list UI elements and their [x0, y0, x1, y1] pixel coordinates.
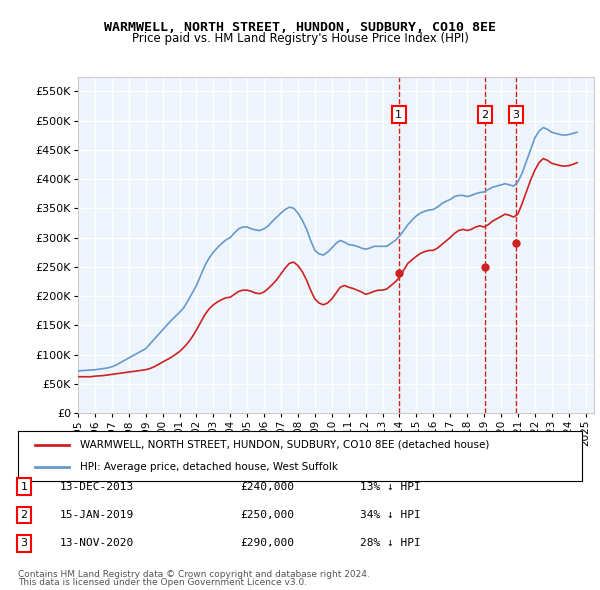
Text: £240,000: £240,000 [240, 482, 294, 491]
Text: £250,000: £250,000 [240, 510, 294, 520]
Text: 28% ↓ HPI: 28% ↓ HPI [360, 539, 421, 548]
Text: 13-DEC-2013: 13-DEC-2013 [60, 482, 134, 491]
Text: WARMWELL, NORTH STREET, HUNDON, SUDBURY, CO10 8EE: WARMWELL, NORTH STREET, HUNDON, SUDBURY,… [104, 21, 496, 34]
Text: Price paid vs. HM Land Registry's House Price Index (HPI): Price paid vs. HM Land Registry's House … [131, 32, 469, 45]
Text: 15-JAN-2019: 15-JAN-2019 [60, 510, 134, 520]
Text: 1: 1 [395, 110, 402, 120]
Text: £290,000: £290,000 [240, 539, 294, 548]
Text: 34% ↓ HPI: 34% ↓ HPI [360, 510, 421, 520]
Text: Contains HM Land Registry data © Crown copyright and database right 2024.: Contains HM Land Registry data © Crown c… [18, 571, 370, 579]
Text: 2: 2 [20, 510, 28, 520]
Text: 2: 2 [481, 110, 488, 120]
Text: 1: 1 [20, 482, 28, 491]
Text: This data is licensed under the Open Government Licence v3.0.: This data is licensed under the Open Gov… [18, 578, 307, 587]
Text: 13% ↓ HPI: 13% ↓ HPI [360, 482, 421, 491]
Text: WARMWELL, NORTH STREET, HUNDON, SUDBURY, CO10 8EE (detached house): WARMWELL, NORTH STREET, HUNDON, SUDBURY,… [80, 440, 490, 450]
Text: HPI: Average price, detached house, West Suffolk: HPI: Average price, detached house, West… [80, 462, 338, 472]
Text: 3: 3 [20, 539, 28, 548]
Text: 3: 3 [512, 110, 519, 120]
Text: 13-NOV-2020: 13-NOV-2020 [60, 539, 134, 548]
